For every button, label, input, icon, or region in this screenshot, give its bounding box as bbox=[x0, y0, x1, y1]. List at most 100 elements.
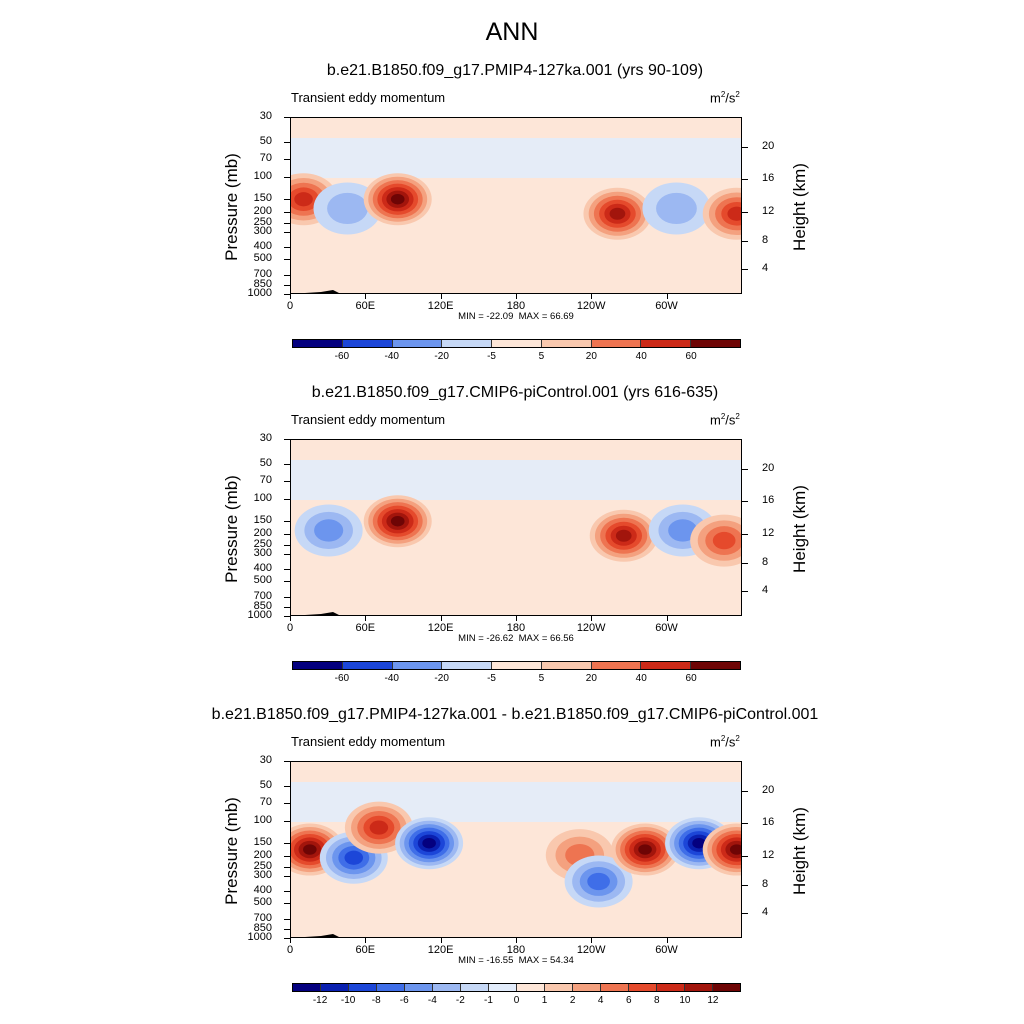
colorbar-label: -40 bbox=[384, 351, 399, 362]
height-tick-label: 16 bbox=[762, 494, 775, 506]
height-tick-mark bbox=[742, 534, 748, 535]
pressure-tick-label: 150 bbox=[253, 514, 272, 526]
x-tick-label: 0 bbox=[286, 300, 294, 312]
pressure-tick-mark bbox=[284, 521, 290, 522]
colorbar-label: 6 bbox=[625, 995, 632, 1006]
x-tick-label: 120W bbox=[576, 622, 606, 634]
colorbar-swatch bbox=[293, 984, 321, 991]
pressure-tick-label: 70 bbox=[259, 474, 272, 486]
max-value: MAX = 54.34 bbox=[518, 955, 574, 966]
pressure-tick-label: 400 bbox=[253, 562, 272, 574]
colorbar-swatch bbox=[657, 984, 685, 991]
pressure-tick-label: 50 bbox=[259, 779, 272, 791]
negative-feature bbox=[564, 855, 633, 908]
pressure-tick-label: 150 bbox=[253, 192, 272, 204]
contour-level bbox=[294, 192, 313, 207]
x-tick-label: 60W bbox=[655, 622, 678, 634]
min-value: MIN = -26.62 bbox=[458, 633, 514, 644]
height-tick-label: 16 bbox=[762, 172, 775, 184]
colorbar-label: -60 bbox=[334, 351, 350, 362]
pressure-tick-mark bbox=[284, 177, 290, 178]
colorbar-label: -6 bbox=[399, 995, 409, 1006]
colorbar-swatch bbox=[433, 984, 461, 991]
colorbar-swatch bbox=[573, 984, 601, 991]
colorbar-label: 60 bbox=[685, 351, 697, 362]
min-value: MIN = -16.55 bbox=[458, 955, 514, 966]
pressure-tick-mark bbox=[284, 247, 290, 248]
min-max-label: MIN = -16.55 MAX = 54.34 bbox=[290, 955, 742, 966]
colorbar-swatch bbox=[541, 340, 592, 347]
positive-feature bbox=[583, 187, 652, 240]
pressure-tick-mark bbox=[284, 499, 290, 500]
pressure-tick-mark bbox=[284, 581, 290, 582]
pressure-tick-mark bbox=[284, 294, 290, 295]
colorbar-swatch bbox=[492, 340, 542, 347]
x-tick-label: 60W bbox=[655, 944, 678, 956]
pressure-tick-label: 30 bbox=[259, 110, 272, 122]
pressure-tick-label: 300 bbox=[253, 547, 272, 559]
min-max-label: MIN = -26.62 MAX = 66.56 bbox=[290, 633, 742, 644]
contour-level bbox=[390, 194, 405, 205]
contour-level bbox=[615, 529, 632, 542]
height-tick-mark bbox=[742, 885, 748, 886]
x-tick-mark bbox=[515, 616, 517, 621]
x-tick-mark bbox=[290, 616, 291, 621]
pressure-tick-mark bbox=[284, 481, 290, 482]
contour-level bbox=[729, 844, 741, 855]
pressure-tick-mark bbox=[284, 761, 290, 762]
pressure-tick-label: 250 bbox=[253, 538, 272, 550]
pressure-tick-label: 500 bbox=[253, 574, 272, 586]
x-tick-mark bbox=[290, 938, 291, 943]
pressure-tick-label: 100 bbox=[253, 814, 272, 826]
colorbar-swatch bbox=[392, 340, 443, 347]
pressure-tick-mark bbox=[284, 891, 290, 892]
contour-level bbox=[314, 519, 344, 542]
colorbar-swatch bbox=[377, 984, 405, 991]
height-tick-label: 20 bbox=[762, 140, 775, 152]
weak-negative-band bbox=[291, 138, 741, 178]
contour-level bbox=[390, 516, 405, 527]
pressure-tick-label: 100 bbox=[253, 492, 272, 504]
pressure-tick-mark bbox=[284, 232, 290, 233]
colorbar-label: 4 bbox=[597, 995, 604, 1006]
height-tick-mark bbox=[742, 856, 748, 857]
pressure-tick-label: 50 bbox=[259, 457, 272, 469]
pressure-tick-mark bbox=[284, 856, 290, 857]
colorbar-label: -4 bbox=[427, 995, 437, 1006]
min-max-label: MIN = -22.09 MAX = 66.69 bbox=[290, 311, 742, 322]
pressure-tick-label: 1000 bbox=[247, 287, 272, 299]
x-tick-mark bbox=[365, 938, 367, 943]
height-tick-label: 4 bbox=[762, 906, 769, 918]
pressure-tick-mark bbox=[284, 464, 290, 465]
units-label: m2/s2 bbox=[710, 412, 740, 428]
colorbar-swatch bbox=[405, 984, 433, 991]
contour-field bbox=[291, 440, 741, 615]
contour-level bbox=[656, 192, 697, 225]
contour-level bbox=[609, 207, 626, 220]
colorbar-label: 8 bbox=[654, 995, 660, 1006]
x-tick-label: 60W bbox=[655, 300, 678, 312]
pressure-tick-label: 50 bbox=[259, 135, 272, 147]
x-tick-label: 120W bbox=[576, 944, 606, 956]
pressure-tick-mark bbox=[284, 223, 290, 224]
colorbar-label: 12 bbox=[707, 995, 719, 1006]
colorbar-swatch bbox=[442, 340, 493, 347]
colorbar-swatch bbox=[492, 662, 542, 669]
height-tick-mark bbox=[742, 823, 748, 824]
pressure-tick-mark bbox=[284, 439, 290, 440]
panel-subtitle: Transient eddy momentum bbox=[291, 412, 446, 427]
negative-feature bbox=[395, 817, 464, 870]
contour-level bbox=[327, 192, 368, 225]
height-tick-label: 20 bbox=[762, 784, 775, 796]
colorbar-swatch bbox=[601, 984, 629, 991]
contour-level bbox=[638, 844, 652, 855]
positive-feature bbox=[611, 823, 680, 876]
height-tick-mark bbox=[742, 591, 748, 592]
pressure-tick-mark bbox=[284, 803, 290, 804]
pressure-tick-label: 700 bbox=[253, 912, 272, 924]
x-tick-mark bbox=[365, 616, 367, 621]
contour-level bbox=[587, 872, 610, 891]
pressure-tick-label: 1000 bbox=[247, 609, 272, 621]
x-tick-label: 60E bbox=[355, 944, 376, 956]
pressure-tick-mark bbox=[284, 903, 290, 904]
